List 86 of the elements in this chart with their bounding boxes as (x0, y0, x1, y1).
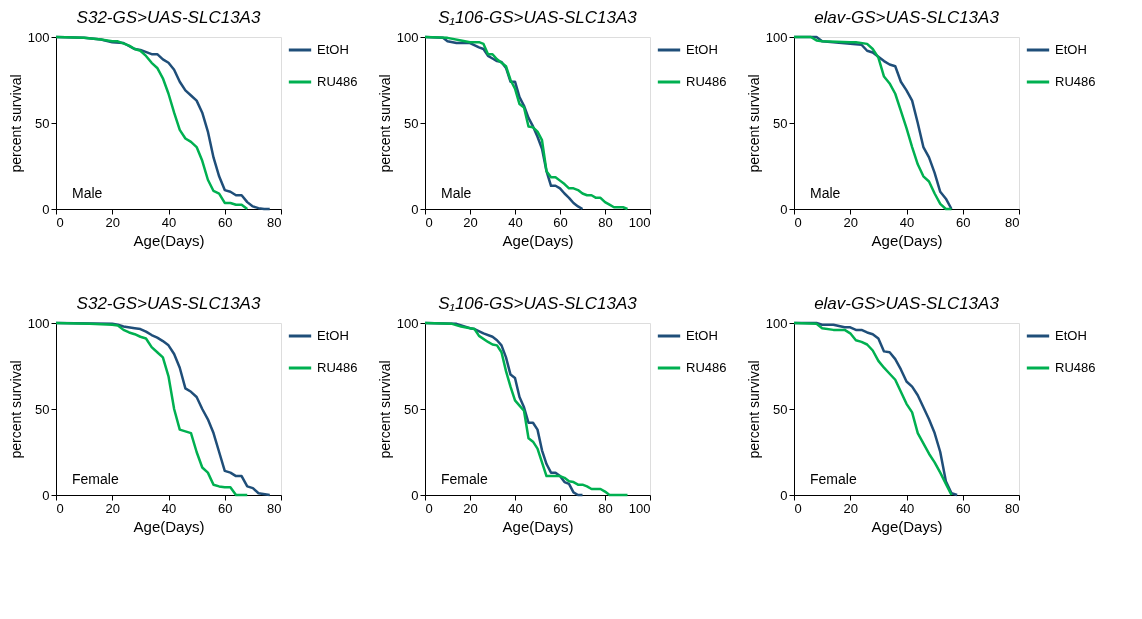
x-tick-label: 40 (161, 214, 177, 230)
y-tick-label: 0 (42, 201, 50, 217)
y-tick-label: 50 (404, 115, 419, 131)
x-tick-label: 60 (218, 500, 233, 516)
x-tick-label: 0 (56, 500, 64, 516)
y-tick-label: 0 (42, 487, 50, 503)
y-tick-label: 50 (404, 401, 419, 417)
x-tick-label: 60 (956, 500, 971, 516)
y-tick-label: 0 (780, 201, 788, 217)
chart-title: elav-GS>UAS-SLC13A3 (814, 8, 1000, 27)
y-axis-title: percent survival (7, 360, 24, 459)
x-tick-label: 0 (56, 214, 64, 230)
x-axis-title: Age(Days) (133, 517, 205, 535)
x-tick-label: 0 (794, 500, 802, 516)
y-axis-title: percent survival (376, 74, 393, 173)
y-tick-label: 50 (35, 401, 50, 417)
x-tick-label: 80 (1005, 500, 1020, 516)
y-tick-label: 100 (27, 29, 50, 45)
x-tick-label: 60 (553, 500, 568, 516)
y-tick-label: 50 (35, 115, 50, 131)
annotation: Male (810, 185, 841, 201)
y-tick-label: 100 (765, 29, 788, 45)
y-tick-label: 100 (396, 29, 419, 45)
x-tick-label: 60 (218, 214, 233, 230)
legend-label: EtOH (686, 328, 718, 343)
x-tick-label: 0 (425, 500, 433, 516)
legend-label: EtOH (317, 328, 349, 343)
x-tick-label: 20 (105, 214, 120, 230)
x-axis-title: Age(Days) (133, 231, 205, 249)
x-tick-label: 20 (843, 500, 858, 516)
x-tick-label: 80 (1005, 214, 1020, 230)
x-tick-label: 60 (956, 214, 971, 230)
y-tick-label: 50 (773, 401, 788, 417)
x-axis-title: Age(Days) (871, 231, 943, 249)
legend-label: EtOH (1055, 42, 1087, 57)
y-tick-label: 0 (411, 201, 419, 217)
x-tick-label: 80 (598, 500, 613, 516)
legend-label: RU486 (1055, 360, 1096, 375)
x-tick-label: 0 (425, 214, 433, 230)
legend-label: RU486 (1055, 74, 1096, 89)
x-tick-label: 60 (553, 214, 568, 230)
x-tick-label: 40 (899, 500, 915, 516)
annotation: Female (810, 471, 857, 487)
y-tick-label: 0 (411, 487, 419, 503)
x-tick-label: 40 (899, 214, 915, 230)
legend-label: RU486 (686, 360, 727, 375)
x-tick-label: 20 (463, 500, 478, 516)
x-tick-label: 80 (267, 500, 282, 516)
legend-label: EtOH (686, 42, 718, 57)
annotation: Female (72, 471, 119, 487)
chart-title: elav-GS>UAS-SLC13A3 (814, 294, 1000, 313)
annotation: Male (441, 185, 472, 201)
x-tick-label: 80 (267, 214, 282, 230)
x-tick-label: 100 (628, 214, 651, 230)
x-tick-label: 40 (508, 214, 523, 230)
x-tick-label: 40 (508, 500, 523, 516)
y-axis-title: percent survival (745, 74, 762, 173)
chart-title: S₁106-GS>UAS-SLC13A3 (438, 294, 638, 313)
x-axis-title: Age(Days) (871, 517, 943, 535)
annotation: Female (441, 471, 488, 487)
chart-title: S32-GS>UAS-SLC13A3 (76, 294, 261, 313)
y-tick-label: 100 (765, 315, 788, 331)
x-axis-title: Age(Days) (502, 231, 574, 249)
chart-title: S₁106-GS>UAS-SLC13A3 (438, 8, 638, 27)
x-tick-label: 100 (628, 500, 651, 516)
x-tick-label: 80 (598, 214, 613, 230)
y-axis-title: percent survival (376, 360, 393, 459)
legend-label: RU486 (686, 74, 727, 89)
annotation: Male (72, 185, 103, 201)
legend-label: RU486 (317, 74, 358, 89)
y-tick-label: 100 (396, 315, 419, 331)
y-axis-title: percent survival (745, 360, 762, 459)
x-tick-label: 40 (161, 500, 177, 516)
y-tick-label: 50 (773, 115, 788, 131)
x-tick-label: 0 (794, 214, 802, 230)
chart-title: S32-GS>UAS-SLC13A3 (76, 8, 261, 27)
x-axis-title: Age(Days) (502, 517, 574, 535)
y-tick-label: 0 (780, 487, 788, 503)
legend-label: EtOH (1055, 328, 1087, 343)
legend-label: RU486 (317, 360, 358, 375)
x-tick-label: 20 (105, 500, 120, 516)
x-tick-label: 20 (463, 214, 478, 230)
y-axis-title: percent survival (7, 74, 24, 173)
legend-label: EtOH (317, 42, 349, 57)
x-tick-label: 20 (843, 214, 858, 230)
y-tick-label: 100 (27, 315, 50, 331)
